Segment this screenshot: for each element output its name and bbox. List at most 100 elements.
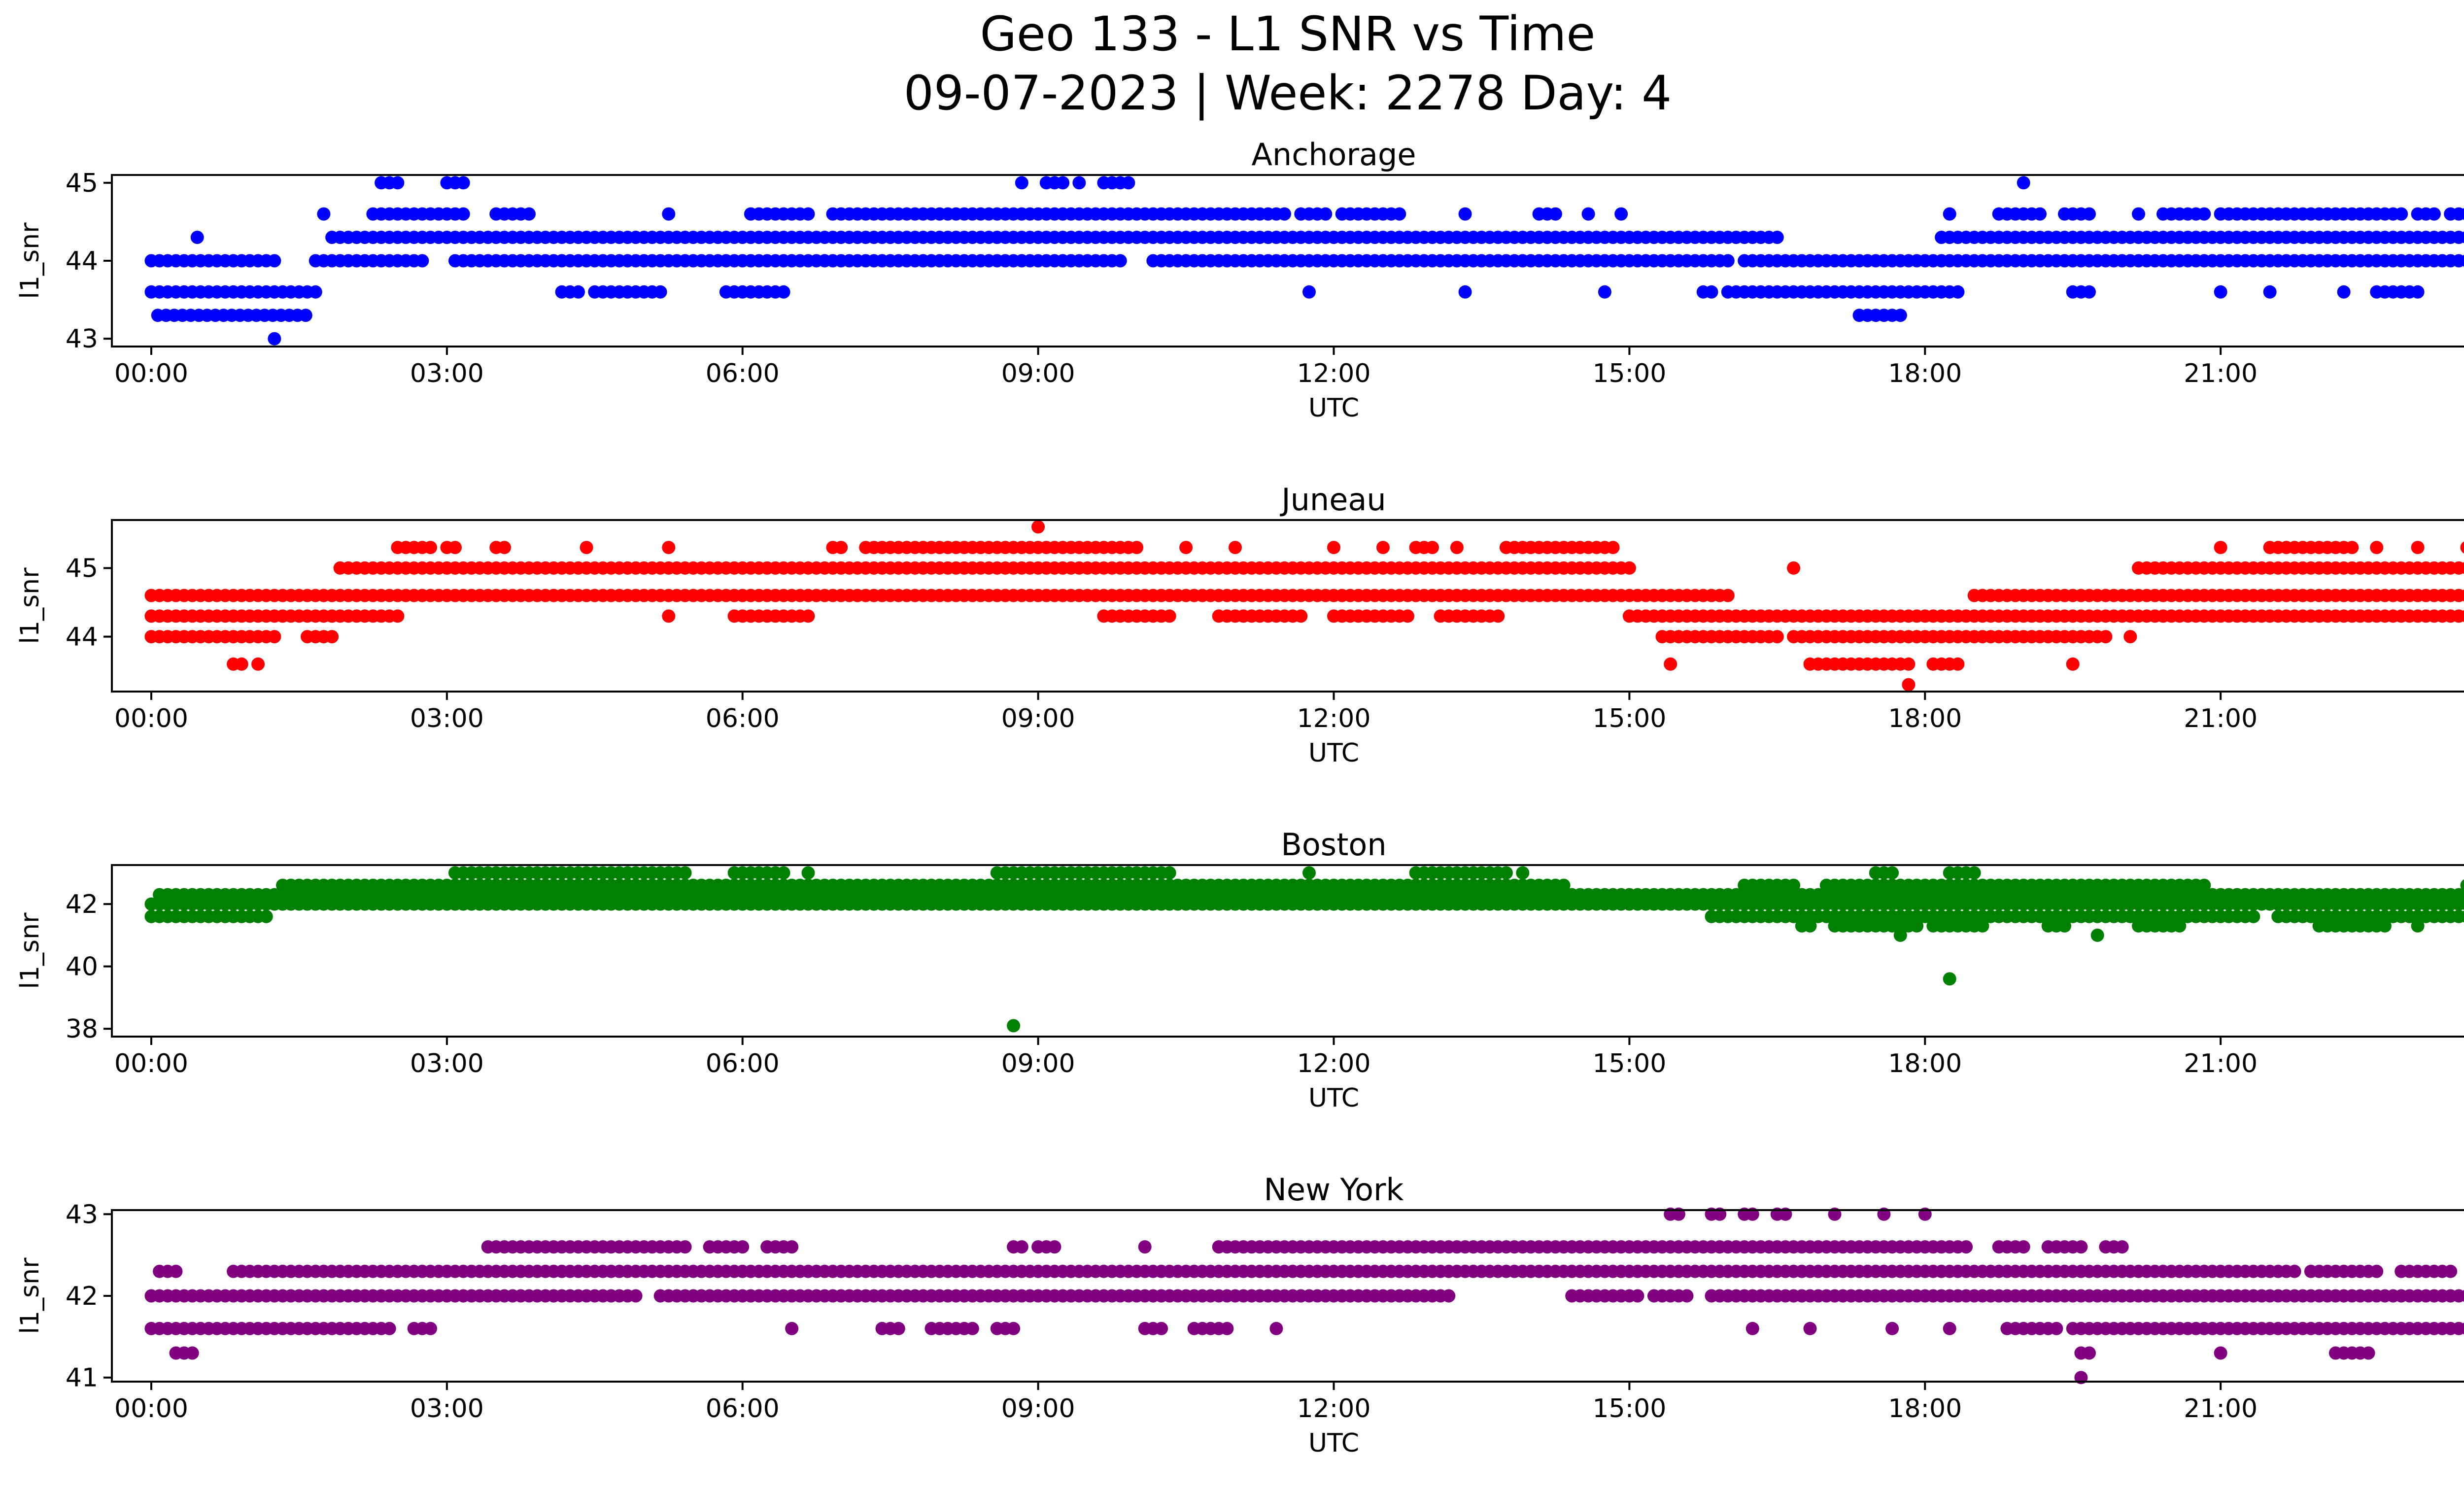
data-point [268, 630, 281, 644]
data-point [1976, 919, 1989, 933]
data-point [2395, 207, 2408, 221]
data-point [424, 541, 437, 555]
y-tick-label: 43 [66, 324, 98, 354]
data-point [308, 285, 322, 299]
data-point [2378, 919, 2392, 933]
data-point [1664, 657, 1677, 671]
x-tick-label: 12:00 [1297, 1049, 1371, 1078]
x-tick-label: 15:00 [1592, 359, 1666, 388]
x-axis-label: UTC [1308, 1083, 1359, 1113]
data-point [391, 609, 405, 623]
data-point [1319, 207, 1333, 221]
data-point [2033, 207, 2047, 221]
subplot-anchorage: Anchorage 00:00 03:00 06:00 09:00 12:00 15:00 1… [15, 137, 2464, 423]
data-point [785, 1321, 799, 1335]
data-point [2214, 541, 2227, 555]
data-point [785, 1240, 799, 1254]
data-point [2115, 1240, 2129, 1254]
x-tick-label: 09:00 [1001, 359, 1075, 388]
data-point [456, 207, 470, 221]
data-point [1951, 285, 1965, 299]
data-point [456, 176, 470, 190]
y-axis-label: l1_snr [15, 567, 45, 644]
x-tick-label: 00:00 [114, 359, 188, 388]
data-point [2123, 630, 2137, 644]
data-point [268, 254, 281, 268]
data-point [1048, 1240, 1061, 1254]
data-point [1943, 207, 1956, 221]
data-point [1450, 541, 1464, 555]
data-point [2017, 176, 2030, 190]
data-point [1269, 1321, 1283, 1335]
data-point [2460, 1289, 2464, 1302]
data-point [1614, 207, 1628, 221]
x-tick-label: 12:00 [1297, 359, 1371, 388]
data-point [317, 207, 331, 221]
data-point [1967, 866, 1981, 880]
data-point [2050, 1321, 2063, 1335]
data-point [1294, 609, 1308, 623]
x-tick-label: 12:00 [1297, 704, 1371, 733]
data-point [424, 1321, 437, 1335]
data-point [2337, 285, 2351, 299]
data-point [2460, 254, 2464, 267]
data-point [891, 1321, 905, 1335]
y-tick-label: 41 [66, 1363, 98, 1393]
data-point [1179, 541, 1193, 555]
data-point [1787, 561, 1801, 575]
data-point [801, 609, 815, 623]
x-tick-label: 06:00 [706, 704, 780, 733]
data-point [2460, 610, 2464, 622]
subplot-boston: Boston 00:00 03:00 06:00 09:00 12:00 15:00 18:0… [15, 827, 2464, 1113]
x-tick-label: 21:00 [2184, 704, 2258, 733]
data-point [1015, 1240, 1028, 1254]
data-point [382, 1321, 396, 1335]
data-point [1220, 1321, 1234, 1335]
data-point [522, 207, 536, 221]
data-point [2214, 1346, 2227, 1360]
x-axis-label: UTC [1308, 393, 1359, 423]
data-point [777, 866, 790, 880]
x-tick-label: 09:00 [1001, 704, 1075, 733]
data-point [299, 309, 312, 322]
data-point [2345, 541, 2359, 555]
x-tick-label: 18:00 [1888, 1049, 1962, 1078]
scatter-points [144, 176, 2464, 346]
data-point [1598, 285, 1611, 299]
data-point [1770, 630, 1784, 644]
data-point [498, 541, 511, 555]
subplot-title: Juneau [1279, 482, 1386, 518]
data-point [1015, 176, 1028, 190]
data-point-outlier [1007, 1019, 1021, 1033]
data-point [1516, 866, 1530, 880]
x-tick-label: 00:00 [114, 704, 188, 733]
data-point [2452, 589, 2464, 602]
y-axis-label: l1_snr [15, 1257, 45, 1334]
data-point [1951, 657, 1965, 671]
data-point [1770, 231, 1784, 244]
x-tick-label: 15:00 [1592, 1049, 1666, 1078]
scatter-points [144, 1207, 2464, 1385]
data-point [1885, 866, 1899, 880]
data-point [1745, 1321, 1759, 1335]
x-tick-label: 21:00 [2184, 1049, 2258, 1078]
data-point [2452, 207, 2464, 221]
data-point [169, 1264, 183, 1278]
data-point [1721, 254, 1735, 268]
data-point [1401, 609, 1414, 623]
data-point [1130, 541, 1144, 555]
data-point [1122, 176, 1135, 190]
data-point [2452, 609, 2464, 623]
data-point [580, 541, 593, 555]
data-point [662, 207, 676, 221]
x-tick-label: 12:00 [1297, 1394, 1371, 1424]
data-point [2083, 207, 2096, 221]
data-point [1376, 541, 1390, 555]
data-point [1113, 254, 1127, 268]
data-point [965, 1321, 979, 1335]
data-point [1721, 589, 1735, 602]
data-point [1902, 657, 1916, 671]
data-point [662, 541, 676, 555]
data-point [2460, 590, 2464, 602]
